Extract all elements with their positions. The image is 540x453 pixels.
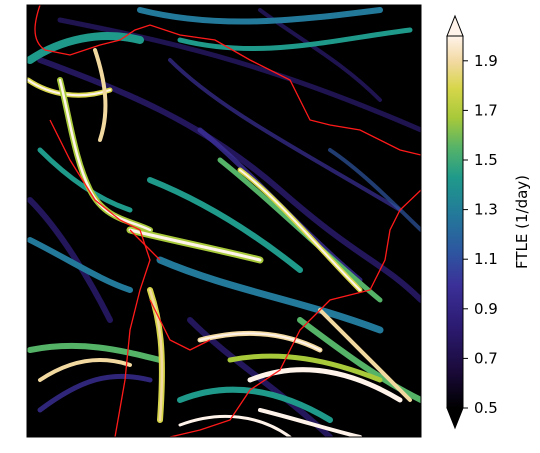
ftle-ridges — [27, 7, 421, 437]
colorbar-gradient — [446, 35, 464, 409]
colorbar-tick-label: 1.3 — [474, 201, 498, 219]
colorbar-tick-label: 0.7 — [474, 349, 498, 367]
colorbar-label: FTLE (1/day) — [513, 175, 531, 269]
country-borders — [34, 5, 421, 437]
colorbar: 0.5 0.7 0.9 1.1 1.3 1.5 1.7 1.9 FTLE (1/day) — [446, 14, 531, 430]
colorbar-tick-label: 1.1 — [474, 250, 498, 268]
colorbar-tick-label: 0.5 — [474, 399, 498, 417]
ftle-map — [27, 5, 421, 437]
colorbar-extend-min — [446, 407, 464, 430]
colorbar-tick-label: 1.5 — [474, 151, 498, 169]
colorbar-tick-label: 1.7 — [474, 101, 498, 119]
colorbar-tick-label: 0.9 — [474, 300, 498, 318]
colorbar-extend-max — [446, 14, 464, 37]
colorbar-ticks: 0.5 0.7 0.9 1.1 1.3 1.5 1.7 1.9 — [463, 52, 498, 417]
colorbar-tick-label: 1.9 — [474, 52, 498, 70]
map-frame — [26, 4, 422, 438]
